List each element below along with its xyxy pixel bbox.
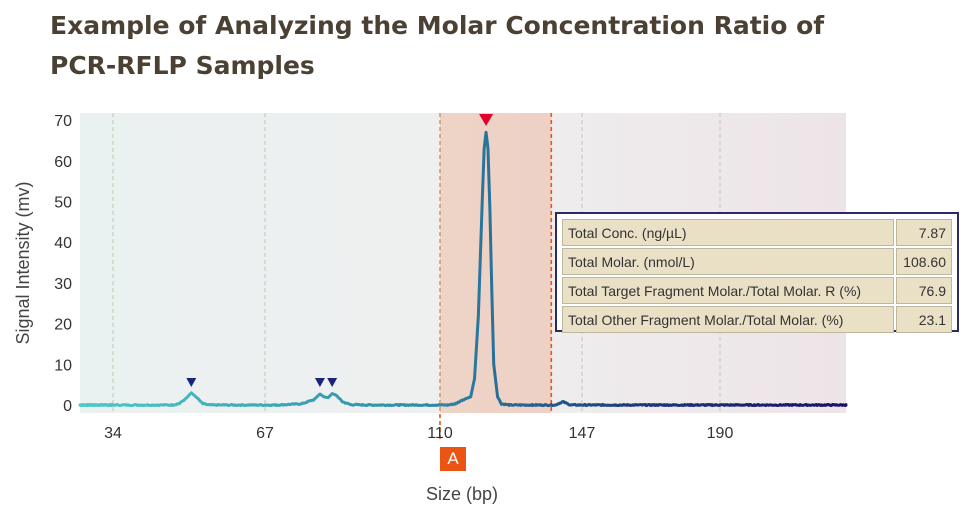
x-axis-label: Size (bp): [426, 484, 498, 504]
y-tick-label: 50: [54, 195, 72, 212]
table-cell-value: 7.87: [896, 219, 952, 246]
peak-markers: [186, 114, 494, 387]
y-tick-label: 0: [63, 398, 72, 415]
title-line-1: Example of Analyzing the Molar Concentra…: [50, 11, 825, 40]
table-row: Total Conc. (ng/µL) 7.87: [562, 219, 952, 246]
region-a-label: A: [440, 447, 466, 471]
x-tick-label: 190: [707, 425, 734, 442]
y-tick-label: 40: [54, 235, 72, 252]
analysis-results-table: Total Conc. (ng/µL) 7.87 Total Molar. (n…: [555, 212, 959, 333]
table-cell-value: 23.1: [896, 306, 952, 333]
highlight-region-fill: [440, 113, 552, 413]
signal-trace: [78, 130, 848, 408]
table-cell-label: Total Other Fragment Molar./Total Molar.…: [562, 306, 894, 333]
page-title: Example of Analyzing the Molar Concentra…: [50, 6, 910, 86]
table-cell-label: Total Conc. (ng/µL): [562, 219, 894, 246]
table-row: Total Target Fragment Molar./Total Molar…: [562, 277, 952, 304]
y-axis-ticks: 0 10 20 30 40 50 60 70: [54, 113, 72, 415]
highlight-region-a: [439, 113, 553, 440]
y-axis-label: Signal Intensity (mv): [13, 181, 33, 344]
x-tick-label: 147: [569, 425, 596, 442]
table-cell-label: Total Molar. (nmol/L): [562, 248, 894, 275]
y-tick-label: 70: [54, 113, 72, 130]
x-axis-ticks: 34 67 110 147 190: [104, 425, 733, 442]
table-row: Total Other Fragment Molar./Total Molar.…: [562, 306, 952, 333]
x-tick-label: 34: [104, 425, 122, 442]
y-tick-label: 60: [54, 154, 72, 171]
peak-marker-icon: [327, 378, 338, 387]
y-tick-label: 10: [54, 357, 72, 374]
x-tick-label: 110: [427, 425, 453, 442]
peak-marker-icon: [314, 378, 325, 387]
table-cell-value: 76.9: [896, 277, 952, 304]
y-tick-label: 20: [54, 317, 72, 334]
title-line-2: PCR-RFLP Samples: [50, 51, 315, 80]
table-row: Total Molar. (nmol/L) 108.60: [562, 248, 952, 275]
table-cell-label: Total Target Fragment Molar./Total Molar…: [562, 277, 894, 304]
target-peak-marker-icon: [479, 114, 494, 126]
table-cell-value: 108.60: [896, 248, 952, 275]
y-tick-label: 30: [54, 276, 72, 293]
peak-marker-icon: [186, 378, 197, 387]
x-tick-label: 67: [256, 425, 274, 442]
